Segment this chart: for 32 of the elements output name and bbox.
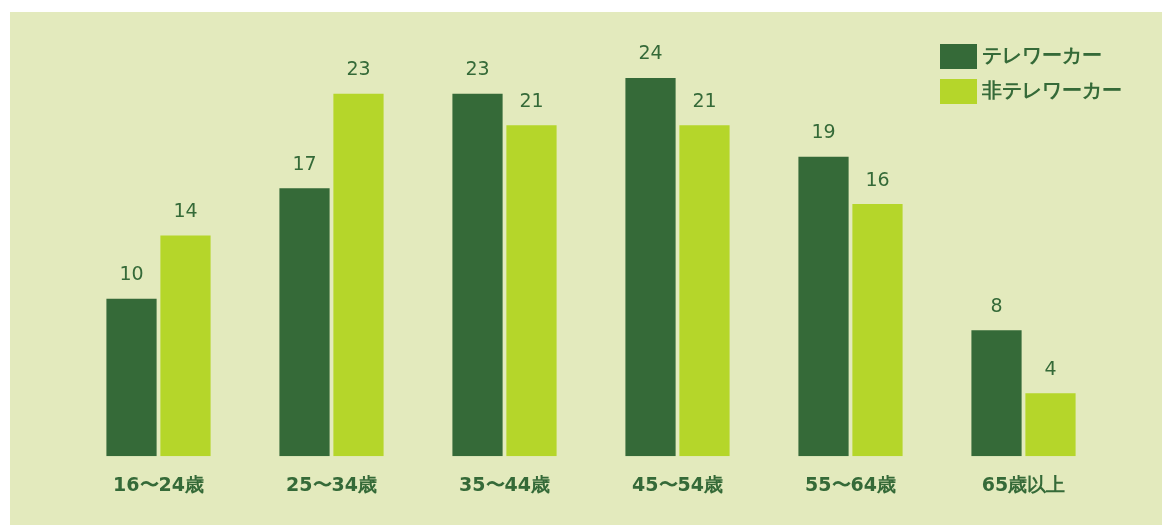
data-label: 14 — [173, 199, 198, 222]
data-label: 10 — [119, 262, 144, 285]
bar — [452, 93, 503, 457]
bar — [971, 330, 1022, 457]
data-label: 24 — [638, 41, 663, 64]
data-label: 23 — [465, 57, 490, 80]
bar — [852, 204, 903, 457]
x-tick-label: 65歳以上 — [981, 472, 1066, 495]
legend-label: テレワーカー — [982, 43, 1102, 68]
data-label: 19 — [811, 120, 836, 143]
bar — [160, 235, 211, 457]
bar — [1025, 393, 1076, 457]
bar — [679, 125, 730, 457]
bar — [506, 125, 557, 457]
data-label: 17 — [292, 151, 317, 174]
x-tick-label: 25〜34歳 — [286, 472, 377, 495]
bar — [625, 78, 676, 457]
x-tick-label: 16〜24歳 — [113, 472, 204, 495]
bar — [333, 93, 384, 457]
data-label: 23 — [346, 57, 371, 80]
data-label: 4 — [1044, 356, 1057, 379]
data-label: 8 — [990, 293, 1003, 316]
bar — [279, 188, 330, 457]
x-tick-label: 45〜54歳 — [632, 472, 723, 495]
x-tick-label: 55〜64歳 — [805, 472, 896, 495]
x-tick-label: 35〜44歳 — [459, 472, 550, 495]
data-label: 21 — [692, 88, 717, 111]
bar — [106, 298, 157, 457]
data-label: 16 — [865, 167, 890, 190]
data-label: 21 — [519, 88, 544, 111]
legend-label: 非テレワーカー — [981, 78, 1122, 103]
bar — [798, 156, 849, 457]
